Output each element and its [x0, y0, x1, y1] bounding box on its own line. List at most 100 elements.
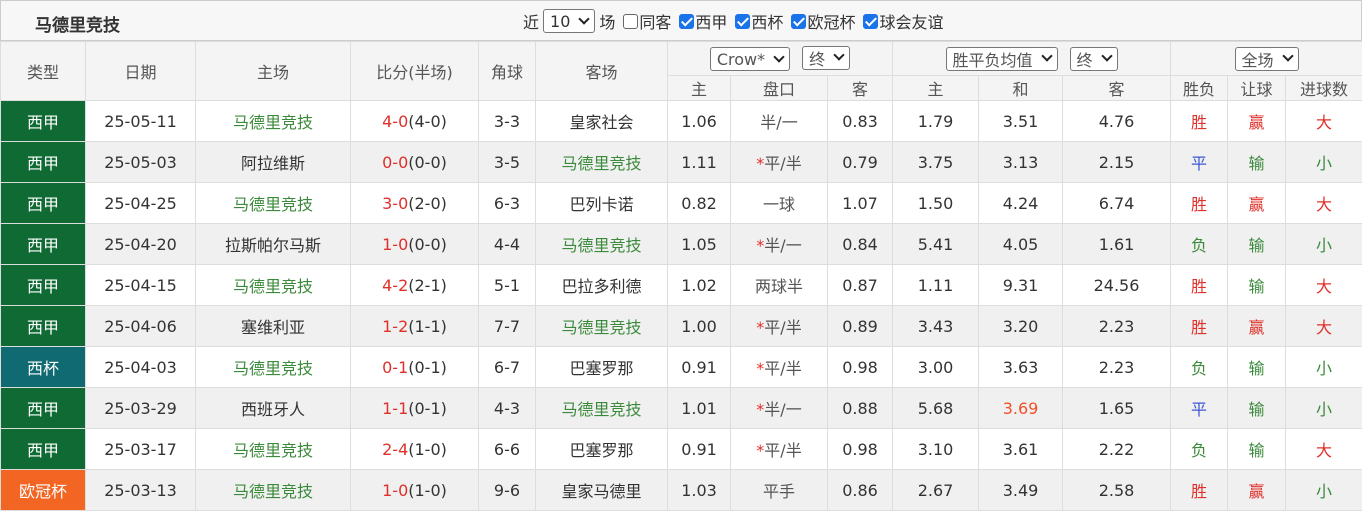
subcolumn-header: 主	[892, 75, 980, 101]
over-under: 小	[1285, 469, 1362, 511]
eu-home: 1.79	[892, 100, 980, 142]
handicap-line: *半/一	[730, 223, 828, 265]
select[interactable]: 胜平负均值	[945, 46, 1058, 71]
checkbox[interactable]	[735, 13, 751, 29]
over-under: 小	[1285, 346, 1362, 388]
half-score: (0-1)	[408, 357, 447, 377]
odds-away: 0.83	[826, 100, 894, 142]
home-team: 马德里竞技	[195, 428, 351, 470]
match-row: 西甲 25-04-25 马德里竞技 3-0(2-0) 6-3 巴列卡诺 0.82 一球 1.07…	[0, 182, 1362, 224]
corners: 6-7	[478, 346, 536, 388]
handicap-mark: *	[756, 441, 765, 460]
select[interactable]: 10	[543, 9, 596, 33]
over-under: 大	[1285, 428, 1362, 470]
home-team: 马德里竞技	[195, 100, 351, 142]
full-score: 4-2	[382, 275, 409, 295]
over-under: 小	[1285, 141, 1362, 183]
select[interactable]: 终	[802, 45, 851, 70]
full-score: 3-0	[382, 193, 409, 213]
home-team: 马德里竞技	[195, 469, 351, 511]
select-value: 终	[809, 49, 826, 69]
handicap-text: 一球	[762, 195, 795, 214]
select[interactable]: Crow*	[709, 47, 791, 72]
half-score: (4-0)	[408, 111, 447, 131]
eu-away: 2.23	[1062, 346, 1172, 388]
match-row: 西杯 25-04-03 马德里竞技 0-1(0-1) 6-7 巴塞罗那 0.91 *平/半 0.…	[0, 346, 1362, 388]
date: 25-04-03	[85, 346, 196, 388]
home-team: 马德里竞技	[195, 182, 351, 224]
handicap-text: 平/半	[764, 154, 802, 173]
match-type: 西甲	[0, 264, 86, 306]
select[interactable]: 终	[1069, 46, 1118, 71]
over-under: 小	[1285, 387, 1362, 429]
away-team: 皇家社会	[535, 100, 668, 142]
handicap-line: *平/半	[730, 428, 828, 470]
match-type: 西甲	[0, 141, 86, 183]
select-group: 胜平负均值 终	[892, 41, 1172, 76]
half-score: (1-1)	[408, 316, 447, 336]
match-row: 西甲 25-04-20 拉斯帕尔马斯 1-0(0-0) 4-4 马德里竞技 1.05 *半/一…	[0, 223, 1362, 265]
corners: 6-6	[478, 428, 536, 470]
full-score: 0-0	[382, 152, 409, 172]
away-team: 巴列卡诺	[535, 182, 668, 224]
handicap-mark: *	[756, 154, 765, 173]
odds-away: 0.98	[826, 346, 894, 388]
result: 胜	[1170, 182, 1229, 224]
eu-home: 5.68	[892, 387, 980, 429]
full-score: 1-0	[382, 234, 409, 254]
full-score: 4-0	[382, 111, 409, 131]
match-type: 西杯	[0, 346, 86, 388]
filters: 近 10 场 同客 西甲 西杯 欧冠杯 球会友谊	[523, 9, 943, 33]
odds-away: 0.98	[826, 428, 894, 470]
away-team: 皇家马德里	[535, 469, 668, 511]
checkbox[interactable]	[791, 13, 807, 29]
odds-home: 0.91	[667, 428, 731, 470]
away-team: 巴塞罗那	[535, 346, 668, 388]
eu-away: 6.74	[1062, 182, 1172, 224]
result: 平	[1170, 141, 1229, 183]
match-type: 西甲	[0, 182, 86, 224]
odds-home: 1.02	[667, 264, 731, 306]
full-score: 1-0	[382, 480, 409, 500]
eu-draw: 3.13	[978, 141, 1064, 183]
odds-home: 1.00	[667, 305, 731, 347]
match-type: 欧冠杯	[0, 469, 86, 511]
half-score: (0-1)	[408, 398, 447, 418]
handicap-text: 平/半	[764, 441, 802, 460]
corners: 3-3	[478, 100, 536, 142]
score: 1-2(1-1)	[350, 305, 479, 347]
handicap-result: 赢	[1227, 469, 1287, 511]
match-row: 欧冠杯 25-03-13 马德里竞技 1-0(1-0) 9-6 皇家马德里 1.03 平手 0.…	[0, 469, 1362, 511]
eu-home: 3.00	[892, 346, 980, 388]
filter-label: 西甲	[695, 13, 728, 32]
over-under: 大	[1285, 100, 1362, 142]
handicap-result: 输	[1227, 264, 1287, 306]
odds-home: 1.06	[667, 100, 731, 142]
home-team: 马德里竞技	[195, 346, 351, 388]
eu-away: 1.61	[1062, 223, 1172, 265]
home-team: 马德里竞技	[195, 264, 351, 306]
eu-away: 1.65	[1062, 387, 1172, 429]
full-score: 2-4	[382, 439, 409, 459]
checkbox[interactable]	[623, 13, 639, 29]
date: 25-04-25	[85, 182, 196, 224]
odds-home: 0.82	[667, 182, 731, 224]
over-under: 大	[1285, 305, 1362, 347]
eu-home: 2.67	[892, 469, 980, 511]
subcolumn-header: 客	[1062, 75, 1172, 101]
result: 胜	[1170, 264, 1229, 306]
home-team: 塞维利亚	[195, 305, 351, 347]
score: 0-0(0-0)	[350, 141, 479, 183]
checkbox[interactable]	[679, 13, 695, 29]
subcolumn-header: 让球	[1227, 75, 1287, 101]
select[interactable]: 全场	[1234, 46, 1299, 71]
match-row: 西甲 25-05-11 马德里竞技 4-0(4-0) 3-3 皇家社会 1.06 半/一 0.8…	[0, 100, 1362, 142]
score: 1-0(0-0)	[350, 223, 479, 265]
checkbox[interactable]	[863, 13, 879, 29]
odds-away: 0.88	[826, 387, 894, 429]
match-type: 西甲	[0, 428, 86, 470]
select-value: 终	[1076, 50, 1093, 70]
eu-away: 2.15	[1062, 141, 1172, 183]
match-row: 西甲 25-05-03 阿拉维斯 0-0(0-0) 3-5 马德里竞技 1.11 *平/半 0.…	[0, 141, 1362, 183]
away-team: 马德里竞技	[535, 387, 668, 429]
